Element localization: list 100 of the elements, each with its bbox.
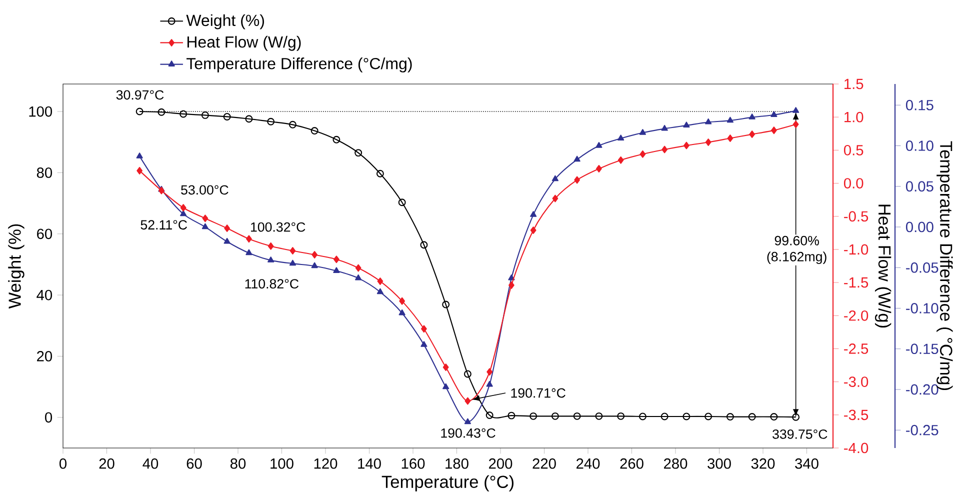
- point: [661, 124, 668, 131]
- point: [486, 412, 494, 419]
- x-tick-label: 40: [142, 458, 158, 469]
- point: [508, 281, 514, 289]
- point: [355, 264, 362, 272]
- point: [573, 412, 581, 420]
- point: [552, 194, 558, 202]
- point: [224, 224, 230, 232]
- point: [136, 152, 143, 158]
- point: [618, 156, 624, 164]
- point: [638, 412, 646, 420]
- y3-tick-label: 0.10: [906, 140, 934, 151]
- x-tick-label: 340: [795, 458, 818, 469]
- point: [245, 115, 253, 123]
- y3-tick-label: -0.25: [906, 424, 938, 436]
- point: [464, 370, 472, 378]
- x-tick-label: 0: [59, 458, 66, 469]
- point: [486, 380, 493, 387]
- y2-tick-label: -0.5: [844, 211, 868, 222]
- x-tick-label: 120: [314, 458, 338, 469]
- point: [530, 412, 538, 420]
- point: [508, 412, 516, 420]
- y2-tick-label: 0.0: [844, 178, 864, 188]
- point: [530, 226, 536, 234]
- point: [727, 134, 734, 142]
- point: [704, 412, 712, 420]
- x-tick-label: 100: [270, 458, 294, 469]
- point: [246, 249, 252, 256]
- y-tick-label: 20: [37, 351, 52, 362]
- point: [574, 156, 580, 162]
- x-tick-label: 80: [230, 458, 246, 469]
- point: [223, 112, 231, 120]
- y2-tick-label: -3.0: [844, 376, 868, 387]
- x-tick-label: 60: [186, 458, 202, 469]
- point: [246, 235, 252, 243]
- point: [442, 364, 449, 371]
- y3-tick-label: -0.10: [906, 303, 938, 314]
- y3-tick-label: 0.05: [906, 181, 934, 192]
- point: [289, 260, 296, 266]
- point: [508, 274, 515, 280]
- y2-tick-label: 1.5: [844, 78, 864, 90]
- point: [312, 251, 318, 258]
- point: [332, 136, 340, 144]
- annotation: 100.32°C: [251, 222, 306, 232]
- point: [770, 111, 778, 117]
- annotation: 30.97°C: [116, 90, 164, 100]
- point: [202, 214, 208, 222]
- point: [770, 413, 778, 421]
- point: [158, 186, 164, 194]
- annotation: 53.00°C: [181, 185, 228, 195]
- point: [158, 108, 166, 116]
- point: [288, 120, 296, 128]
- point: [705, 118, 712, 124]
- point: [639, 129, 646, 135]
- x-tick-label: 240: [576, 458, 600, 469]
- point: [551, 412, 559, 420]
- point: [377, 277, 384, 285]
- point: [617, 412, 625, 420]
- point: [726, 116, 734, 123]
- y3-tick-label: 0.00: [906, 222, 934, 232]
- point: [486, 368, 493, 376]
- annotation: 190.71°C: [511, 388, 566, 398]
- annotation: 190.43°C: [441, 428, 496, 438]
- point: [595, 412, 603, 420]
- point: [705, 138, 712, 146]
- point: [552, 175, 558, 182]
- point: [421, 325, 427, 333]
- point: [290, 247, 296, 255]
- point: [660, 412, 668, 420]
- y-tick-label: 0: [45, 412, 52, 423]
- y3-tick-label: -0.05: [906, 262, 938, 273]
- point: [530, 211, 537, 217]
- point: [399, 297, 406, 305]
- x-tick-label: 260: [620, 458, 644, 469]
- y2-tick-label: -2.0: [844, 310, 868, 321]
- point: [180, 210, 187, 216]
- point: [333, 267, 340, 273]
- annotation: 99.60% (8.162mg): [767, 236, 826, 264]
- y2-tick-label: 1.0: [844, 112, 864, 122]
- y2-tick-label: -2.5: [844, 344, 868, 354]
- point: [355, 274, 362, 280]
- point: [180, 204, 186, 212]
- annotation: 339.75°C: [772, 429, 828, 439]
- point: [574, 176, 580, 184]
- x-tick-label: 180: [446, 458, 468, 469]
- point: [376, 288, 384, 294]
- point: [224, 238, 230, 244]
- y-tick-label: 80: [36, 168, 52, 178]
- y2-tick-label: 0.5: [844, 145, 864, 156]
- legend-label: Temperature Difference (°C/mg): [186, 58, 412, 72]
- point: [683, 122, 690, 128]
- x-tick-label: 160: [402, 458, 425, 469]
- point: [180, 110, 188, 118]
- x-tick-label: 200: [489, 458, 512, 469]
- y-tick-label: 100: [29, 106, 52, 117]
- point: [267, 118, 275, 126]
- x-tick-label: 140: [358, 458, 381, 469]
- point: [136, 108, 144, 116]
- y2-axis-title: Heat Flow (W/g): [874, 204, 892, 328]
- x-tick-label: 20: [99, 458, 114, 469]
